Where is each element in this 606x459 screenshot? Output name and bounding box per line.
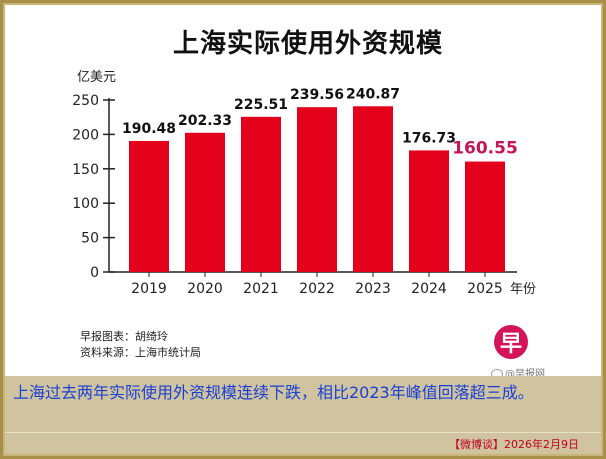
bar — [185, 132, 225, 272]
inner-border — [3, 3, 603, 456]
bar-chart: 0 50 100 150 200 250 亿美元 190.48 2019 202.33 2020 22… — [72, 70, 536, 297]
footer-divider — [5, 432, 601, 433]
y-tick-label: 0 — [90, 265, 99, 281]
x-tick-label: 2021 — [243, 281, 279, 297]
x-tick-label: 2019 — [131, 281, 167, 297]
bar-value-label: 225.51 — [234, 97, 288, 113]
footer-source: 【微博谈】2026年2月9日 — [449, 438, 579, 451]
y-tick-label: 50 — [81, 231, 99, 247]
bar — [129, 140, 169, 272]
y-tick-label: 100 — [72, 196, 99, 212]
bar-value-label: 202.33 — [178, 113, 232, 129]
caption-band: 上海过去两年实际使用外资规模连续下跌，相比2023年峰值回落超三成。 【微博谈】… — [5, 376, 601, 454]
chart-card: 上海实际使用外资规模 0 50 100 150 200 250 亿美元 190.48 2019 2… — [5, 5, 601, 380]
watermark-text: @早报网 — [505, 369, 545, 380]
bar — [241, 116, 281, 272]
caption-text: 上海过去两年实际使用外资规模连续下跌，相比2023年峰值回落超三成。 — [13, 383, 534, 402]
source-credit: 资料来源：上海市统计局 — [80, 346, 201, 359]
bar-value-label: 239.56 — [290, 87, 344, 103]
bar-value-label: 190.48 — [122, 121, 176, 137]
x-tick-label: 2024 — [411, 281, 447, 297]
zaobao-logo-icon: 早 — [494, 325, 528, 359]
y-tick-label: 150 — [72, 162, 99, 178]
x-tick-label: 2023 — [355, 281, 391, 297]
bar-value-label: 160.55 — [452, 139, 518, 159]
chart-title: 上海实际使用外资规模 — [172, 29, 443, 59]
designer-credit: 早报图表：胡绮玲 — [80, 330, 168, 343]
bar — [409, 150, 449, 272]
y-axis-title: 亿美元 — [77, 70, 116, 85]
y-tick-label: 200 — [72, 127, 99, 143]
bar — [465, 161, 505, 272]
bar-value-label: 176.73 — [402, 130, 456, 146]
x-tick-label: 2020 — [187, 281, 223, 297]
x-tick-label: 2022 — [299, 281, 335, 297]
bar — [297, 107, 337, 273]
credits: 早报图表：胡绮玲 资料来源：上海市统计局 — [80, 329, 201, 361]
x-axis-title: 年份 — [510, 282, 536, 297]
y-tick-label: 250 — [72, 93, 99, 109]
bar-value-label: 240.87 — [346, 86, 400, 102]
bar — [353, 106, 393, 273]
x-tick-label: 2025 — [467, 281, 503, 297]
